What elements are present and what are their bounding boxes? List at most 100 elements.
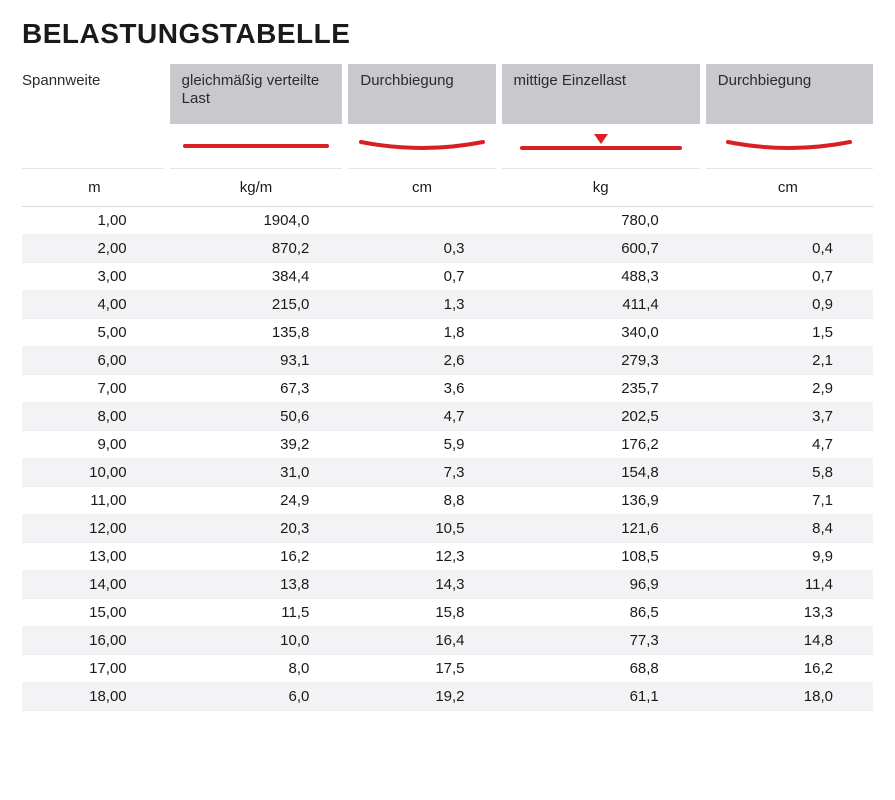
col-header-span: Spannweite [22, 64, 167, 124]
cell-span: 9,00 [22, 431, 167, 459]
table-row: 12,0020,310,5121,68,4 [22, 515, 873, 543]
table-row: 18,006,019,261,118,0 [22, 683, 873, 711]
cell-span: 17,00 [22, 655, 167, 683]
page-title: BELASTUNGSTABELLE [22, 18, 873, 50]
sag-beam-icon [357, 134, 487, 156]
cell-dist_load: 6,0 [167, 683, 346, 711]
unit-deflection1: cm [345, 169, 498, 207]
cell-point_load: 340,0 [499, 319, 703, 347]
cell-span: 8,00 [22, 403, 167, 431]
table-unit-row: m kg/m cm kg cm [22, 169, 873, 207]
cell-deflection2 [703, 207, 873, 235]
cell-deflection1: 12,3 [345, 543, 498, 571]
cell-deflection2: 16,2 [703, 655, 873, 683]
cell-span: 10,00 [22, 459, 167, 487]
cell-deflection2: 4,7 [703, 431, 873, 459]
cell-point_load: 176,2 [499, 431, 703, 459]
cell-dist_load: 31,0 [167, 459, 346, 487]
cell-span: 4,00 [22, 291, 167, 319]
cell-span: 13,00 [22, 543, 167, 571]
cell-deflection2: 18,0 [703, 683, 873, 711]
cell-deflection2: 11,4 [703, 571, 873, 599]
cell-point_load: 154,8 [499, 459, 703, 487]
table-body: 1,001904,0780,02,00870,20,3600,70,43,003… [22, 207, 873, 711]
table-row: 13,0016,212,3108,59,9 [22, 543, 873, 571]
table-row: 8,0050,64,7202,53,7 [22, 403, 873, 431]
cell-point_load: 411,4 [499, 291, 703, 319]
cell-point_load: 279,3 [499, 347, 703, 375]
cell-point_load: 77,3 [499, 627, 703, 655]
unit-dist-load: kg/m [167, 169, 346, 207]
point-beam-icon [516, 132, 686, 158]
cell-deflection1: 19,2 [345, 683, 498, 711]
table-row: 14,0013,814,396,911,4 [22, 571, 873, 599]
cell-dist_load: 16,2 [167, 543, 346, 571]
table-row: 16,0010,016,477,314,8 [22, 627, 873, 655]
cell-point_load: 68,8 [499, 655, 703, 683]
cell-deflection1: 4,7 [345, 403, 498, 431]
unit-span: m [22, 169, 167, 207]
icon-cell-dist-load [167, 124, 346, 169]
cell-deflection2: 3,7 [703, 403, 873, 431]
cell-dist_load: 8,0 [167, 655, 346, 683]
cell-deflection2: 1,5 [703, 319, 873, 347]
cell-deflection1: 1,8 [345, 319, 498, 347]
cell-span: 1,00 [22, 207, 167, 235]
cell-deflection2: 2,9 [703, 375, 873, 403]
table-row: 6,0093,12,6279,32,1 [22, 347, 873, 375]
table-row: 7,0067,33,6235,72,9 [22, 375, 873, 403]
table-row: 11,0024,98,8136,97,1 [22, 487, 873, 515]
unit-point-load: kg [499, 169, 703, 207]
cell-deflection1: 5,9 [345, 431, 498, 459]
cell-span: 3,00 [22, 263, 167, 291]
table-row: 3,00384,40,7488,30,7 [22, 263, 873, 291]
cell-dist_load: 13,8 [167, 571, 346, 599]
table-header-row: Spannweite gleichmäßig verteilte Last Du… [22, 64, 873, 124]
col-header-dist-load: gleichmäßig verteilte Last [167, 64, 346, 124]
cell-deflection1: 16,4 [345, 627, 498, 655]
cell-point_load: 136,9 [499, 487, 703, 515]
cell-point_load: 780,0 [499, 207, 703, 235]
cell-span: 16,00 [22, 627, 167, 655]
cell-span: 14,00 [22, 571, 167, 599]
icon-cell-point-load [499, 124, 703, 169]
flat-beam-icon [181, 134, 331, 156]
icon-cell-deflection1 [345, 124, 498, 169]
cell-dist_load: 870,2 [167, 235, 346, 263]
cell-deflection1: 1,3 [345, 291, 498, 319]
cell-span: 5,00 [22, 319, 167, 347]
cell-span: 11,00 [22, 487, 167, 515]
cell-deflection1: 15,8 [345, 599, 498, 627]
col-header-point-load: mittige Einzellast [499, 64, 703, 124]
cell-span: 6,00 [22, 347, 167, 375]
cell-deflection1: 2,6 [345, 347, 498, 375]
cell-dist_load: 67,3 [167, 375, 346, 403]
cell-dist_load: 215,0 [167, 291, 346, 319]
table-row: 10,0031,07,3154,85,8 [22, 459, 873, 487]
cell-dist_load: 384,4 [167, 263, 346, 291]
cell-dist_load: 39,2 [167, 431, 346, 459]
load-table-page: BELASTUNGSTABELLE Spannweite gleichmäßig… [0, 0, 895, 731]
col-header-deflection1: Durchbiegung [345, 64, 498, 124]
table-row: 15,0011,515,886,513,3 [22, 599, 873, 627]
cell-deflection2: 0,4 [703, 235, 873, 263]
cell-point_load: 86,5 [499, 599, 703, 627]
sag-beam-icon [724, 134, 854, 156]
cell-point_load: 202,5 [499, 403, 703, 431]
cell-deflection2: 13,3 [703, 599, 873, 627]
cell-deflection1: 17,5 [345, 655, 498, 683]
cell-dist_load: 135,8 [167, 319, 346, 347]
cell-deflection2: 14,8 [703, 627, 873, 655]
cell-dist_load: 24,9 [167, 487, 346, 515]
cell-deflection2: 2,1 [703, 347, 873, 375]
cell-deflection1: 8,8 [345, 487, 498, 515]
cell-point_load: 600,7 [499, 235, 703, 263]
cell-dist_load: 20,3 [167, 515, 346, 543]
load-table: Spannweite gleichmäßig verteilte Last Du… [22, 64, 873, 711]
cell-deflection2: 0,9 [703, 291, 873, 319]
cell-deflection2: 9,9 [703, 543, 873, 571]
col-header-deflection2: Durchbiegung [703, 64, 873, 124]
cell-deflection1: 10,5 [345, 515, 498, 543]
cell-span: 15,00 [22, 599, 167, 627]
cell-deflection1 [345, 207, 498, 235]
